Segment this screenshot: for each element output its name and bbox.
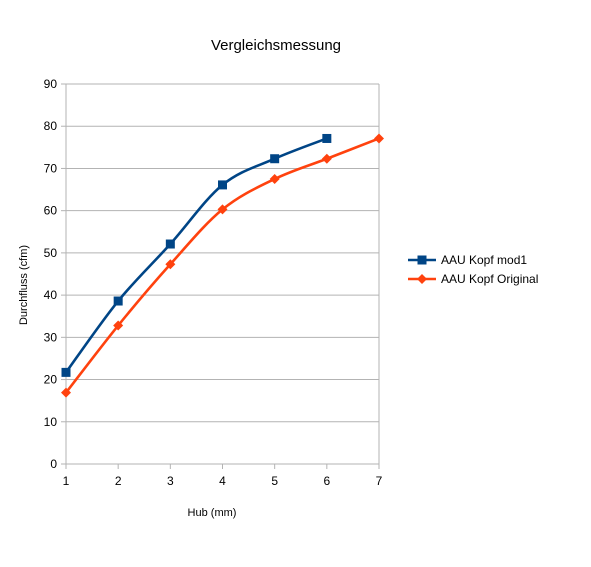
y-tick-label: 80 (44, 119, 58, 133)
data-point-series-2 (374, 133, 384, 144)
data-point-series-2 (165, 259, 176, 270)
series-markers (61, 133, 384, 398)
y-tick-label: 60 (44, 204, 58, 218)
legend-label: AAU Kopf mod1 (441, 253, 527, 267)
data-point-series-1 (218, 180, 227, 190)
y-tick-label: 90 (44, 77, 58, 91)
data-point-series-1 (165, 239, 175, 249)
y-tick-label: 10 (44, 415, 58, 429)
data-point-series-2 (269, 174, 280, 184)
x-tick-label: 2 (115, 474, 122, 488)
data-point-series-2 (321, 153, 332, 164)
data-point-series-2 (61, 387, 71, 398)
data-point-series-1 (322, 133, 332, 143)
series-line-2 (64, 137, 381, 394)
y-tick-label: 20 (44, 373, 58, 387)
y-tick-label: 0 (50, 457, 57, 471)
gridlines (66, 83, 379, 423)
data-point-series-1 (270, 154, 280, 164)
data-point-series-1 (113, 296, 123, 306)
x-tick-label: 6 (323, 474, 330, 488)
data-point-series-1 (61, 367, 71, 377)
legend: AAU Kopf mod1 AAU Kopf Original (408, 253, 538, 286)
legend-marker (417, 274, 427, 284)
x-tick-label: 3 (167, 474, 174, 488)
y-tick-label: 70 (44, 161, 58, 175)
y-tick-label: 30 (44, 330, 58, 344)
data-point-series-2 (217, 204, 228, 215)
chart-title: Vergleichsmessung (211, 37, 341, 54)
x-tick-label: 4 (219, 474, 226, 488)
data-point-series-2 (113, 320, 124, 331)
x-tick-labels: 1 2 3 4 5 6 7 (63, 474, 383, 488)
y-tick-labels: 0 10 20 30 40 50 60 70 80 90 (44, 77, 58, 471)
y-tick-label: 50 (44, 246, 58, 260)
y-tick-label: 40 (44, 288, 58, 302)
legend-entry-2: AAU Kopf Original (408, 272, 538, 286)
legend-entry-1: AAU Kopf mod1 (408, 253, 527, 267)
x-tick-label: 5 (271, 474, 278, 488)
series-lines (64, 137, 381, 394)
x-axis-label: Hub (mm) (188, 507, 237, 519)
x-tick-label: 7 (376, 474, 383, 488)
y-axis-label: Durchfluss (cfm) (18, 245, 30, 325)
axes (61, 83, 380, 469)
legend-label: AAU Kopf Original (441, 272, 538, 286)
x-tick-label: 1 (63, 474, 70, 488)
legend-marker (417, 255, 427, 265)
